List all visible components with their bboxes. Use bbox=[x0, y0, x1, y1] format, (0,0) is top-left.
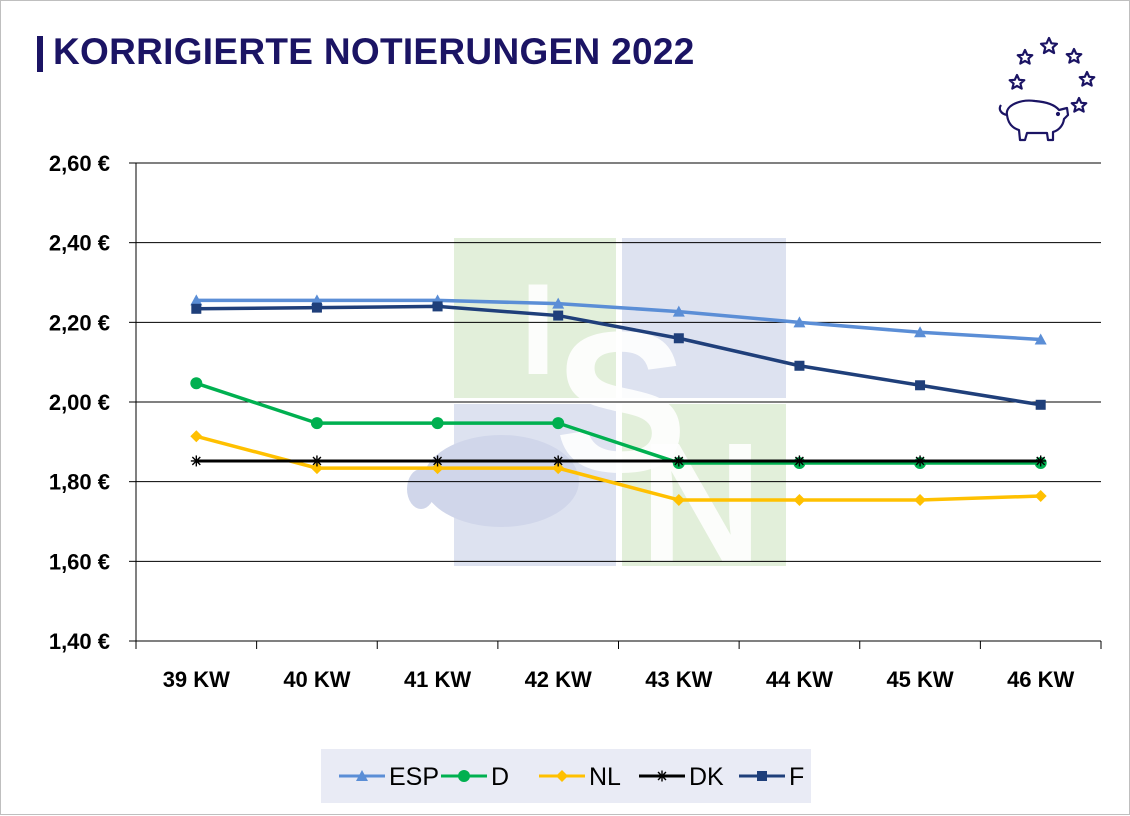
data-point-esp bbox=[1034, 333, 1047, 345]
legend-marker-d bbox=[458, 770, 470, 782]
y-tick-label: 2,20 € bbox=[49, 310, 110, 335]
data-point-f bbox=[553, 310, 564, 321]
x-axis-labels: 39 KW 40 KW 41 KW 42 KW 43 KW 44 KW 45 KW 46 KW bbox=[163, 667, 1075, 692]
data-point-nl bbox=[672, 493, 685, 506]
legend: ESP D NL DK F bbox=[321, 749, 811, 803]
data-point-f bbox=[191, 303, 202, 314]
legend-item-dk: DK bbox=[639, 763, 724, 791]
y-tick-label: 1,80 € bbox=[49, 470, 110, 495]
legend-marker-esp bbox=[356, 770, 368, 781]
data-point-dk bbox=[914, 455, 926, 467]
data-point-f bbox=[794, 360, 805, 371]
watermark-block bbox=[622, 404, 786, 566]
y-tick-label: 2,60 € bbox=[49, 151, 110, 176]
watermark-letter: N bbox=[640, 408, 763, 598]
y-tick-label: 2,40 € bbox=[49, 231, 110, 256]
pig-stars-logo-icon bbox=[998, 36, 1096, 142]
data-point-dk bbox=[793, 455, 805, 467]
data-point-esp bbox=[190, 294, 203, 306]
data-point-nl bbox=[914, 493, 927, 506]
watermark-pig-icon bbox=[407, 469, 435, 509]
series-dk bbox=[190, 455, 1047, 467]
legend-marker-f bbox=[757, 771, 767, 781]
data-point-dk bbox=[552, 455, 564, 467]
data-point-dk bbox=[432, 455, 444, 467]
legend-marker-nl bbox=[556, 770, 568, 782]
data-point-esp bbox=[672, 305, 685, 317]
watermark-pig-icon bbox=[423, 435, 579, 527]
data-point-dk bbox=[673, 455, 685, 467]
axes bbox=[129, 162, 1102, 649]
series-line-nl bbox=[195, 434, 1041, 502]
data-point-nl bbox=[310, 462, 323, 475]
legend-item-nl: NL bbox=[539, 763, 621, 791]
data-point-esp bbox=[552, 297, 565, 309]
series-line-esp bbox=[196, 298, 1041, 342]
x-tick-label: 46 KW bbox=[1007, 667, 1074, 692]
data-point-f bbox=[915, 380, 926, 391]
legend-label-nl: NL bbox=[589, 763, 621, 791]
series-line-d bbox=[195, 381, 1041, 465]
legend-item-d: D bbox=[441, 763, 509, 791]
data-point-f bbox=[673, 333, 684, 344]
y-axis-labels: 2,60 € 2,40 € 2,20 € 2,00 € 1,80 € 1,60 € 1,40… bbox=[49, 151, 110, 654]
data-point-esp bbox=[914, 326, 927, 338]
data-point-d bbox=[190, 377, 203, 390]
data-point-d bbox=[431, 417, 444, 430]
data-point-nl bbox=[190, 430, 203, 443]
legend-item-esp: ESP bbox=[339, 763, 439, 791]
series-nl bbox=[190, 430, 1047, 506]
x-tick-label: 41 KW bbox=[404, 667, 471, 692]
legend-label-esp: ESP bbox=[389, 763, 439, 791]
data-point-nl bbox=[431, 462, 444, 475]
data-point-esp bbox=[793, 316, 806, 328]
isn-watermark: ISN bbox=[407, 238, 786, 598]
watermark-block bbox=[454, 238, 616, 398]
legend-label-dk: DK bbox=[689, 763, 724, 791]
data-point-f bbox=[432, 301, 443, 312]
chart-title: KORRIGIERTE NOTIERUNGEN 2022 bbox=[53, 31, 695, 72]
x-tick-label: 40 KW bbox=[283, 667, 350, 692]
watermark-letter: I bbox=[520, 256, 556, 402]
data-point-d bbox=[310, 417, 323, 430]
x-tick-label: 42 KW bbox=[525, 667, 592, 692]
data-point-dk bbox=[1035, 455, 1047, 467]
legend-item-f: F bbox=[739, 763, 804, 791]
y-tick-label: 1,60 € bbox=[49, 549, 110, 574]
x-tick-label: 44 KW bbox=[766, 667, 833, 692]
series-layer bbox=[190, 294, 1047, 506]
series-line-f bbox=[196, 304, 1041, 407]
y-tick-label: 2,00 € bbox=[49, 390, 110, 415]
y-tick-label: 1,40 € bbox=[49, 629, 110, 654]
x-tick-label: 43 KW bbox=[645, 667, 712, 692]
x-tick-label: 45 KW bbox=[886, 667, 953, 692]
x-tick-label: 39 KW bbox=[163, 667, 230, 692]
data-point-f bbox=[1035, 399, 1046, 410]
legend-marker-dk bbox=[656, 770, 668, 782]
title-accent-bar bbox=[37, 36, 43, 72]
gridlines bbox=[136, 162, 1101, 642]
data-point-dk bbox=[190, 455, 202, 467]
legend-label-d: D bbox=[491, 763, 509, 791]
data-point-nl bbox=[1034, 490, 1047, 503]
data-point-dk bbox=[311, 455, 323, 467]
data-point-nl bbox=[552, 462, 565, 475]
series-f bbox=[191, 301, 1046, 410]
data-point-d bbox=[552, 417, 565, 430]
data-point-f bbox=[311, 302, 322, 313]
data-point-nl bbox=[793, 493, 806, 506]
legend-label-f: F bbox=[789, 763, 804, 791]
